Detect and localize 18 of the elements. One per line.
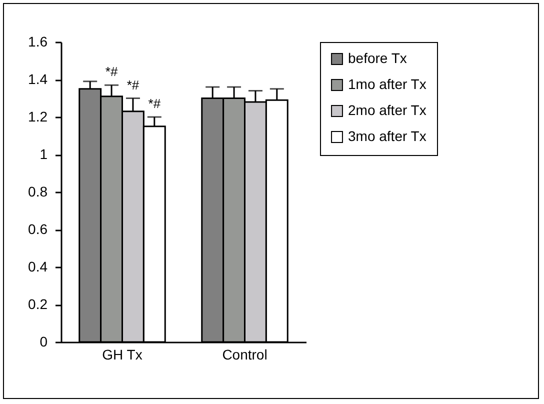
y-tick-label: 0.6 bbox=[28, 221, 48, 237]
y-tick-label: 0.2 bbox=[28, 296, 48, 312]
y-tick-label: 0.4 bbox=[28, 258, 48, 274]
annotation: *# bbox=[105, 64, 118, 80]
legend-label: 2mo after Tx bbox=[348, 102, 426, 118]
y-tick-label: 1.4 bbox=[28, 71, 48, 87]
legend-label: before Tx bbox=[348, 50, 407, 66]
annotation: *# bbox=[148, 96, 162, 111]
y-tick-label: 1.6 bbox=[28, 34, 48, 50]
y-tick-label: 1 bbox=[40, 146, 48, 162]
y-tick-label: 0 bbox=[40, 334, 48, 350]
x-tick-label: GH Tx bbox=[102, 346, 142, 362]
y-tick-label: 1.2 bbox=[28, 108, 48, 124]
annotation: *# bbox=[126, 77, 140, 92]
y-tick-label: 0.8 bbox=[28, 184, 48, 200]
x-tick-label: Control bbox=[222, 346, 268, 362]
legend-label: 3mo after Tx bbox=[348, 128, 426, 144]
legend-label: 1mo after Tx bbox=[348, 76, 426, 92]
